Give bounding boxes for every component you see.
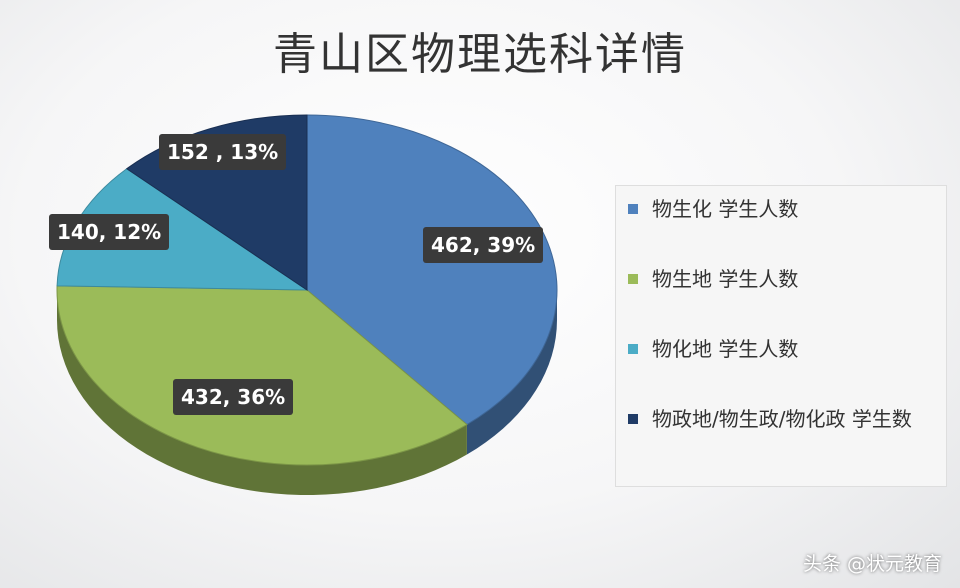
pie-side-1 <box>57 290 467 495</box>
data-label-3: 152 , 13% <box>159 134 287 170</box>
legend-label-1: 物生地 学生人数 <box>652 267 799 291</box>
legend-item-0: 物生化 学生人数 <box>628 194 938 224</box>
legend-label-2: 物化地 学生人数 <box>652 337 799 361</box>
data-label-1: 432, 36% <box>173 379 294 415</box>
pie-slice-1 <box>56 285 468 466</box>
legend-swatch-0 <box>628 204 638 214</box>
legend-item-1: 物生地 学生人数 <box>628 264 938 294</box>
legend-swatch-1 <box>628 274 638 284</box>
legend-item-2: 物化地 学生人数 <box>628 334 938 364</box>
legend: 物生化 学生人数 物生地 学生人数 物化地 学生人数物政地/物生政/物化政 学生数 <box>615 185 947 487</box>
legend-label-3: 物政地/物生政/物化政 学生数 <box>652 407 912 431</box>
legend-swatch-3 <box>628 414 638 424</box>
chart-title: 青山区物理选科详情 <box>273 29 687 80</box>
data-label-2: 140, 12% <box>49 214 170 250</box>
watermark: 头条 @状元教育 <box>802 553 942 575</box>
pie-side-0 <box>466 290 557 455</box>
data-label-0: 462, 39% <box>423 227 544 263</box>
legend-swatch-2 <box>628 344 638 354</box>
legend-label-0: 物生化 学生人数 <box>652 197 799 221</box>
legend-item-3: 物政地/物生政/物化政 学生数 <box>628 404 938 434</box>
